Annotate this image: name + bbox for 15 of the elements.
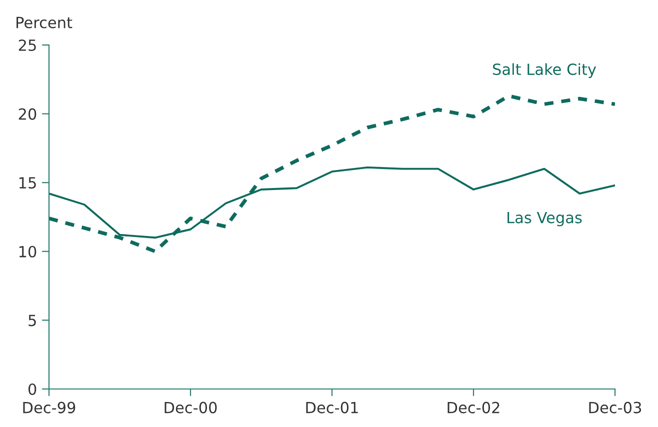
y-tick-label: 15	[19, 177, 36, 189]
y-tick-label: 25	[18, 39, 36, 52]
x-tick-label: Dec-03	[589, 402, 642, 414]
series-label: Las Vegas	[508, 212, 582, 226]
y-tick-label: 10	[19, 246, 36, 258]
y-axis-title: Percent	[16, 16, 72, 28]
x-tick-label: Dec-00	[164, 402, 217, 414]
y-tick-label: 20	[18, 108, 36, 120]
x-tick-label: Dec-01	[306, 402, 358, 414]
line-series	[49, 94, 615, 254]
x-tick-label: Dec-99	[23, 402, 76, 414]
series-label: Salt Lake City	[493, 63, 596, 78]
x-tick-label: Dec-02	[448, 402, 500, 414]
y-tick-label: 0	[28, 383, 36, 396]
y-tick-label: 5	[28, 314, 36, 326]
